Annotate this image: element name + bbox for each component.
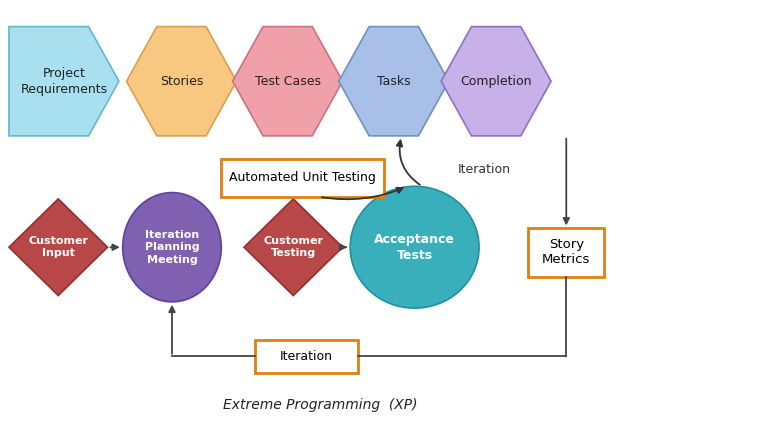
Text: Tasks: Tasks <box>377 75 411 88</box>
Ellipse shape <box>350 186 479 308</box>
Text: Iteration
Planning
Meeting: Iteration Planning Meeting <box>145 230 199 265</box>
Text: Iteration: Iteration <box>458 163 511 176</box>
Text: Automated Unit Testing: Automated Unit Testing <box>229 171 376 184</box>
Polygon shape <box>9 199 107 296</box>
FancyBboxPatch shape <box>256 340 358 373</box>
Text: Project
Requirements: Project Requirements <box>21 67 107 96</box>
Text: Completion: Completion <box>460 75 532 88</box>
Polygon shape <box>339 27 449 136</box>
Polygon shape <box>9 27 119 136</box>
Text: Acceptance
Tests: Acceptance Tests <box>374 233 455 262</box>
Text: Test Cases: Test Cases <box>255 75 320 88</box>
Polygon shape <box>126 27 237 136</box>
Text: Iteration: Iteration <box>280 350 333 363</box>
FancyBboxPatch shape <box>221 159 384 197</box>
Text: Customer
Input: Customer Input <box>28 236 88 258</box>
Text: Customer
Testing: Customer Testing <box>263 236 323 258</box>
Text: Extreme Programming  (XP): Extreme Programming (XP) <box>222 398 417 412</box>
Ellipse shape <box>123 192 221 302</box>
Polygon shape <box>244 199 342 296</box>
Text: Story
Metrics: Story Metrics <box>542 239 591 266</box>
Polygon shape <box>441 27 551 136</box>
Text: Stories: Stories <box>160 75 203 88</box>
Polygon shape <box>233 27 342 136</box>
FancyBboxPatch shape <box>528 228 604 277</box>
